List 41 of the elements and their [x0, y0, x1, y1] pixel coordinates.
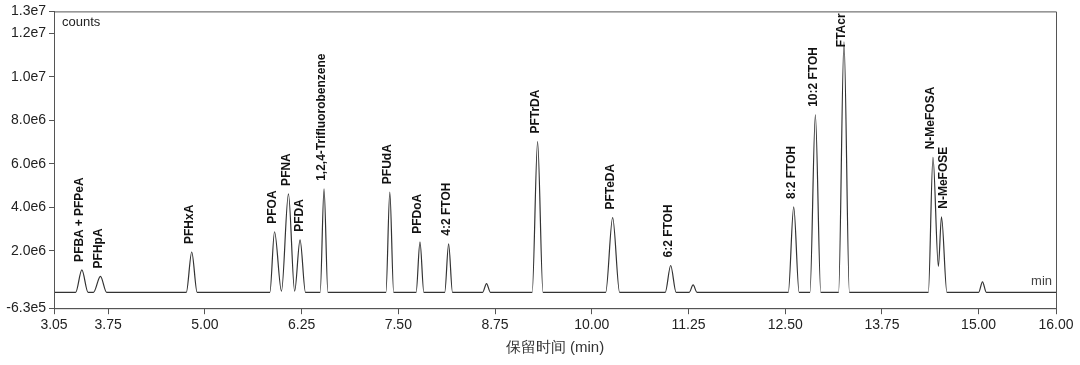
- x-tick-label: 10.00: [574, 316, 610, 333]
- x-tick-label: 8.75: [481, 316, 509, 333]
- annotation: PFDA: [291, 198, 306, 232]
- x-tick-label: 12.50: [767, 316, 803, 333]
- y-tick-label: 2.0e6: [10, 241, 47, 258]
- annotation: PFNA: [278, 152, 293, 186]
- annotation: PFHxA: [182, 204, 197, 245]
- annotation: min: [1031, 273, 1052, 289]
- y-tick-label: 8.0e6: [10, 111, 47, 128]
- x-tick-label: 3.05: [40, 316, 68, 333]
- x-tick-label: 7.50: [384, 316, 413, 333]
- y-axis-title: counts: [62, 14, 101, 30]
- x-tick-label: 13.75: [864, 316, 900, 333]
- annotation: PFDoA: [410, 193, 425, 234]
- y-tick-label: 4.0e6: [10, 198, 47, 215]
- annotation: FTAcr: [834, 13, 849, 48]
- y-tick-label: 6.0e6: [10, 154, 47, 171]
- y-tick-label: 1.2e7: [10, 24, 47, 41]
- annotation: PFOA: [264, 190, 279, 224]
- x-tick-label: 6.25: [287, 316, 316, 333]
- annotation: 8:2 FTOH: [784, 145, 799, 199]
- y-tick-label: 1.0e7: [10, 67, 47, 84]
- x-axis-title: 保留时间 (min): [505, 338, 605, 356]
- x-tick-label: 5.00: [191, 316, 219, 333]
- annotation: PFTeDA: [602, 163, 617, 210]
- annotation: N-MeFOSE: [936, 146, 951, 209]
- annotation: PFBA + PFPeA: [72, 176, 87, 262]
- annotation: PFTrDA: [527, 89, 542, 134]
- y-tick-label: 1.3e7: [10, 2, 47, 19]
- x-tick-label: 3.75: [94, 316, 122, 333]
- annotation: 4:2 FTOH: [438, 182, 453, 236]
- x-tick-label: 11.25: [671, 316, 706, 333]
- annotation: 1,2,4-Trifluorobenzene: [314, 53, 329, 181]
- annotation: N-MeFOSA: [923, 86, 938, 150]
- y-tick-label: -6.3e5: [6, 299, 47, 316]
- annotation: PFHpA: [90, 228, 105, 269]
- annotation: 10:2 FTOH: [805, 47, 820, 107]
- annotation: 6:2 FTOH: [660, 204, 675, 258]
- annotation: PFUdA: [380, 143, 395, 185]
- x-tick-label: 16.00: [1038, 316, 1074, 333]
- x-tick-label: 15.00: [961, 316, 997, 333]
